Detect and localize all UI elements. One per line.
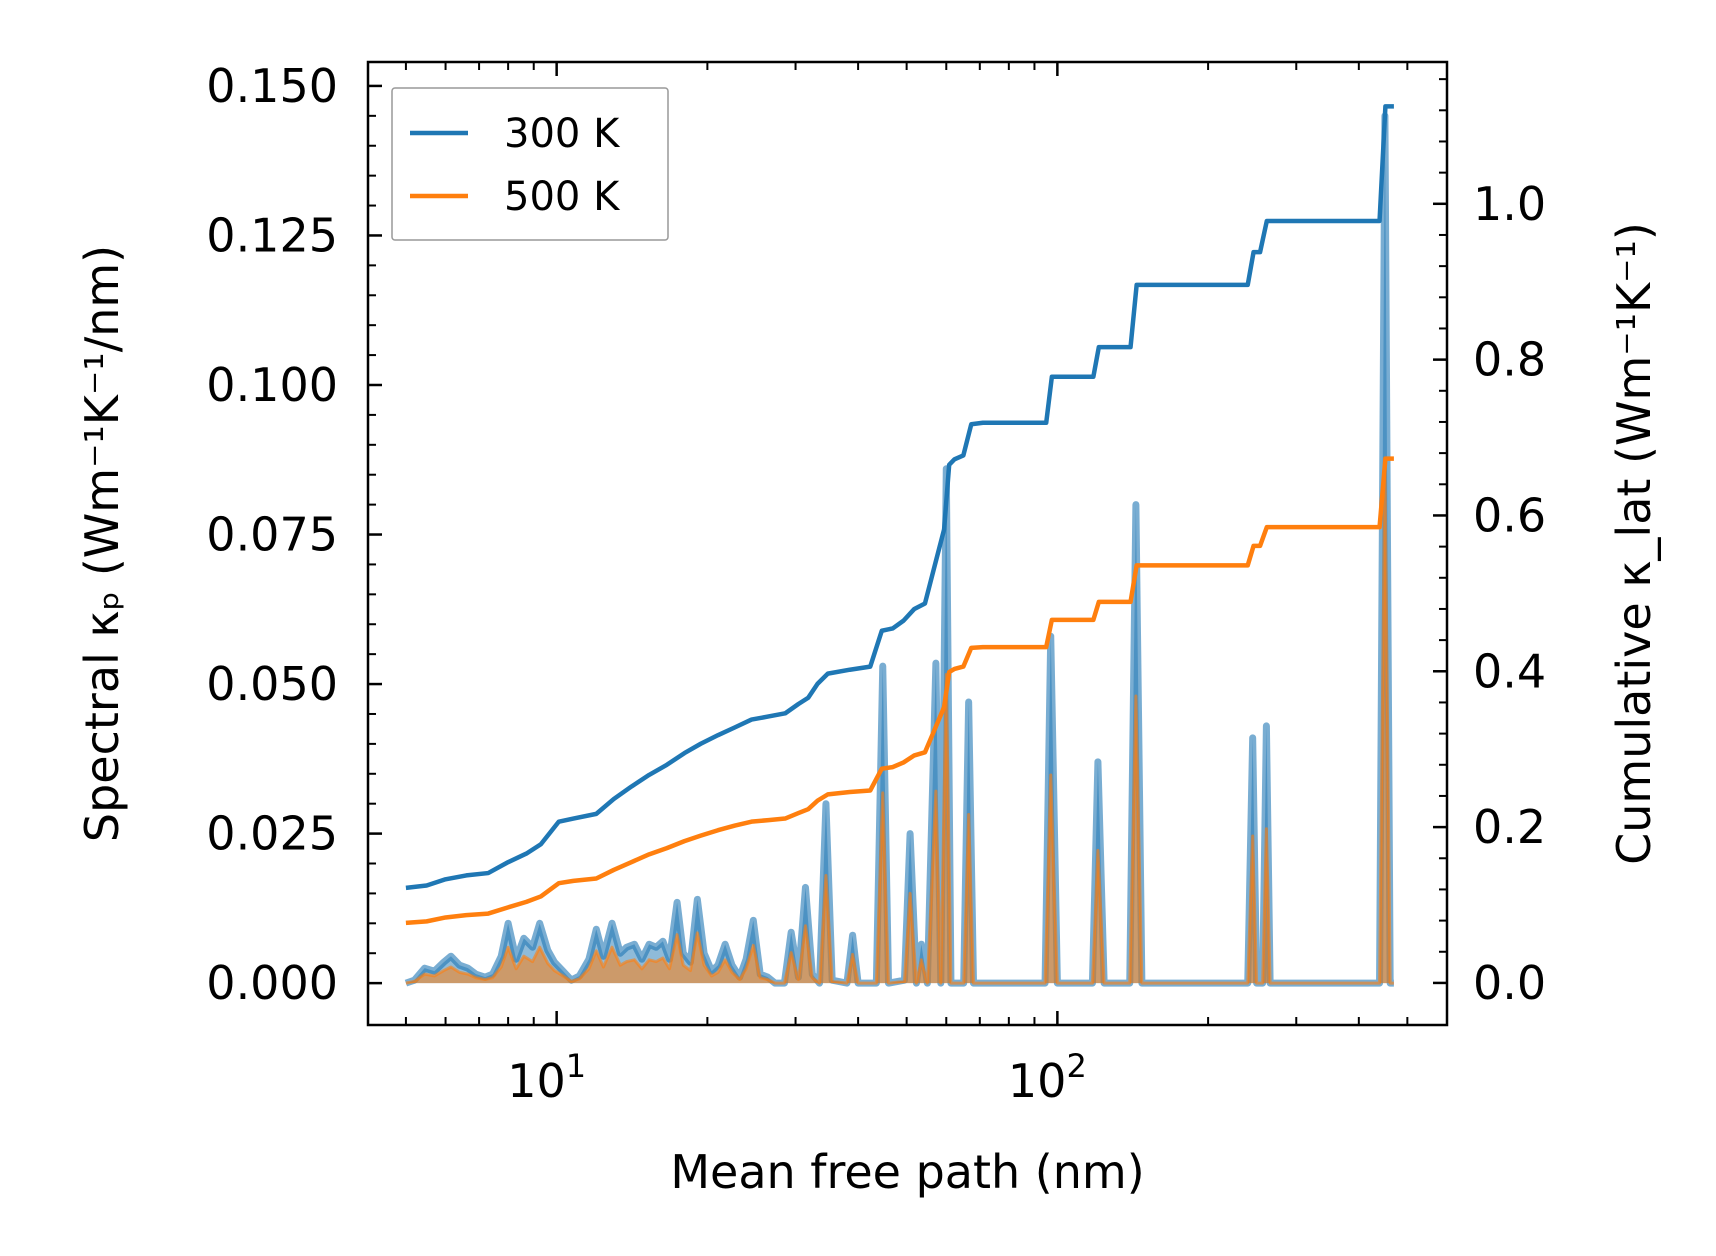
y-left-tick-label: 0.000 [206, 956, 338, 1010]
spectral-line-300-k [404, 112, 1394, 987]
legend-box [391, 87, 669, 241]
y-left-tick-label: 0.150 [206, 59, 338, 113]
x-axis-title: Mean free path (nm) [670, 1145, 1144, 1199]
y-right-tick-label: 0.4 [1473, 644, 1546, 698]
y-left-axis-title: Spectral κₚ (Wm⁻¹K⁻¹/nm) [75, 245, 129, 842]
x-tick-label: 101 [507, 1047, 586, 1108]
axis-ticks-group [368, 62, 1448, 1025]
y-right-tick-label: 1.0 [1473, 177, 1546, 231]
y-right-tick-label: 0.0 [1473, 956, 1546, 1010]
y-left-tick-label: 0.050 [206, 657, 338, 711]
spectral-area-300-k [405, 115, 1394, 984]
spectral-series-group [404, 112, 1394, 987]
legend-label: 500 K [504, 174, 621, 220]
x-tick-label: 102 [1008, 1047, 1087, 1108]
spectral-area-500-k [405, 462, 1394, 984]
y-right-axis-title: Cumulative κ_lat (Wm⁻¹K⁻¹) [1607, 222, 1661, 865]
y-left-tick-label: 0.125 [206, 208, 338, 262]
cumulative-series-group [405, 104, 1394, 926]
spectral-line-500-k [405, 461, 1394, 985]
legend-label: 300 K [504, 111, 621, 157]
y-right-tick-label: 0.8 [1473, 333, 1546, 387]
y-left-tick-label: 0.100 [206, 358, 338, 412]
tick-labels-group: 101 102 0.000 0.025 0.050 0.075 0.100 0.125 0.15… [206, 59, 1546, 1108]
y-left-tick-label: 0.025 [206, 807, 338, 861]
cumulative-line-500-k [405, 456, 1394, 926]
legend: 300 K 500 K [391, 87, 669, 241]
cumulative-line-300-k [405, 104, 1394, 891]
y-right-tick-label: 0.2 [1473, 800, 1546, 854]
y-left-tick-label: 0.075 [206, 508, 338, 562]
y-right-tick-label: 0.6 [1473, 488, 1546, 542]
